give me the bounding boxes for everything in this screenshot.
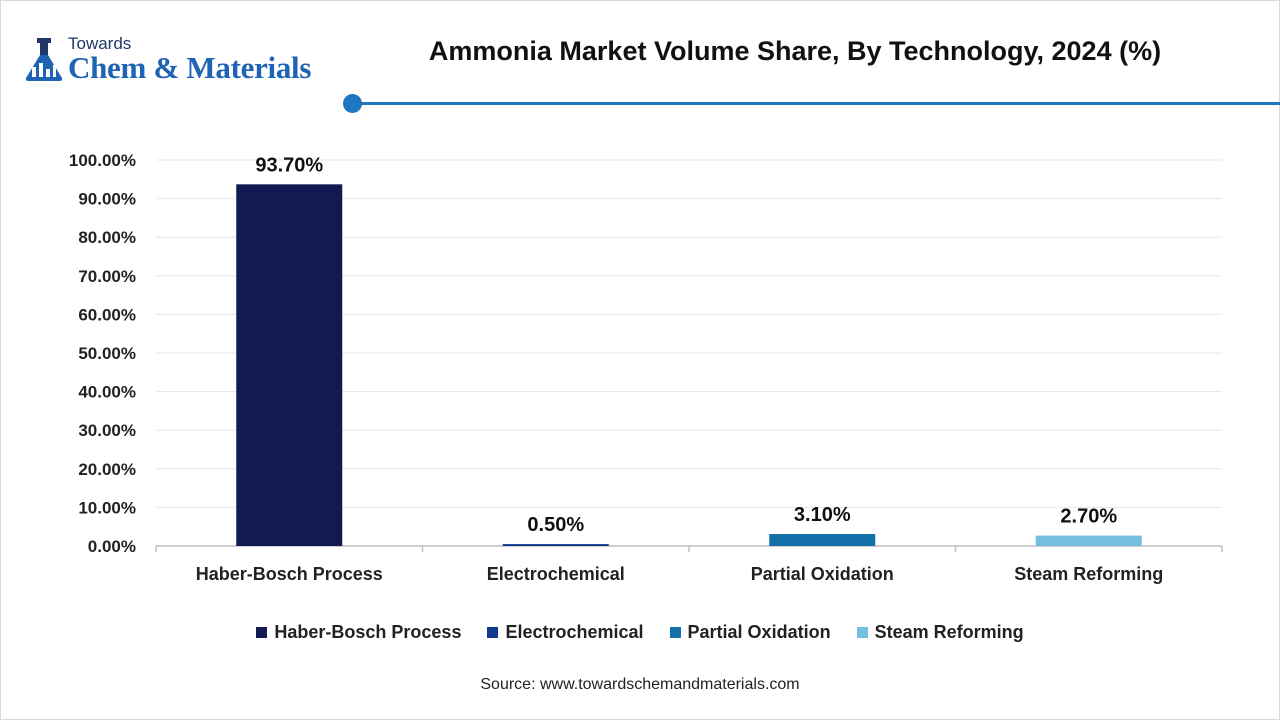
legend-label: Electrochemical	[505, 621, 644, 642]
y-tick-label: 60.00%	[78, 305, 136, 324]
y-tick-label: 100.00%	[69, 151, 136, 170]
y-tick-label: 70.00%	[78, 267, 136, 286]
chart-title: Ammonia Market Volume Share, By Technolo…	[428, 36, 1162, 66]
bar	[236, 184, 343, 546]
title-underline-dot	[343, 94, 362, 113]
bar	[769, 534, 876, 546]
legend-item: Haber-Bosch Process	[256, 622, 461, 643]
y-tick-label: 10.00%	[78, 498, 136, 517]
brand-logo: Towards Chem & Materials	[22, 34, 342, 94]
y-tick-label: 0.00%	[88, 537, 136, 556]
y-tick-label: 80.00%	[78, 228, 136, 247]
y-tick-label: 20.00%	[78, 460, 136, 479]
y-tick-label: 90.00%	[78, 190, 136, 209]
legend-swatch	[487, 626, 499, 638]
y-tick-label: 40.00%	[78, 383, 136, 402]
x-tick-label: Electrochemical	[487, 564, 625, 584]
chart-legend: Haber-Bosch Process Electrochemical Partia…	[0, 620, 1280, 644]
brand-main-text: Chem & Materials	[68, 50, 312, 85]
legend-swatch	[856, 626, 868, 638]
source-note: Source: www.towardschemandmaterials.com	[480, 676, 800, 693]
legend-swatch	[256, 626, 268, 638]
title-underline	[352, 102, 1280, 105]
legend-item: Partial Oxidation	[669, 621, 831, 643]
brand-top-text: Towards	[68, 34, 132, 53]
flask-icon	[25, 38, 63, 81]
legend-label: Steam Reforming	[874, 621, 1024, 642]
y-tick-label: 50.00%	[78, 344, 136, 363]
legend-item: Electrochemical	[487, 621, 644, 643]
data-label: 2.70%	[1060, 506, 1117, 528]
data-label: 93.70%	[255, 154, 323, 176]
x-tick-label: Steam Reforming	[1014, 564, 1163, 584]
y-tick-label: 30.00%	[78, 421, 136, 440]
bar	[502, 544, 609, 546]
data-label: 0.50%	[527, 514, 584, 536]
bar	[1035, 535, 1142, 546]
data-label: 3.10%	[794, 504, 851, 526]
legend-label: Partial Oxidation	[687, 621, 831, 642]
x-tick-label: Haber-Bosch Process	[196, 564, 383, 584]
legend-item: Steam Reforming	[856, 621, 1024, 643]
legend-label: Haber-Bosch Process	[274, 621, 462, 642]
legend-swatch	[669, 626, 681, 638]
x-tick-label: Partial Oxidation	[751, 564, 894, 584]
